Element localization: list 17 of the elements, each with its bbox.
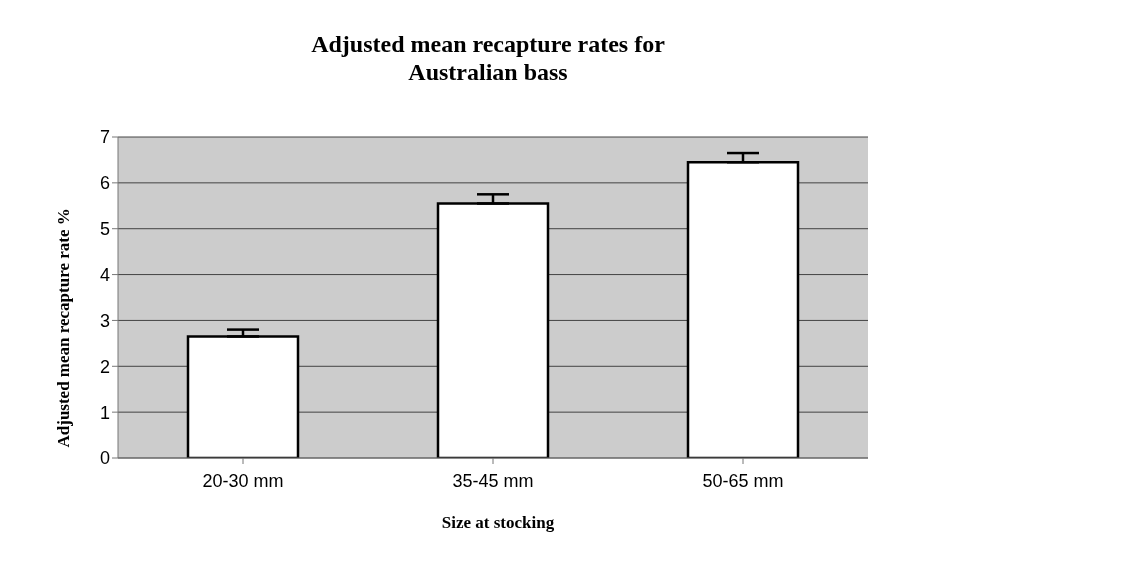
y-tick-label: 6 (99, 173, 110, 194)
y-tick-label: 5 (99, 219, 110, 240)
y-axis-title: Adjusted mean recapture rate % (54, 208, 74, 448)
chart-title: Adjusted mean recapture rates for Australian bass (310, 30, 666, 86)
y-tick-label: 1 (99, 402, 110, 423)
y-tick-label: 3 (99, 310, 110, 331)
x-tick-label: 50-65 mm (702, 470, 784, 491)
y-tick-label: 7 (99, 127, 110, 148)
x-tick-label: 35-45 mm (452, 470, 534, 491)
bar (686, 160, 800, 458)
bar (186, 335, 300, 458)
bar (436, 202, 550, 458)
y-tick-label: 4 (99, 264, 110, 285)
x-axis-title: Size at stocking (440, 513, 556, 533)
y-tick-label: 2 (99, 356, 110, 377)
x-tick-label: 20-30 mm (202, 470, 284, 491)
y-tick-label: 0 (99, 448, 110, 469)
